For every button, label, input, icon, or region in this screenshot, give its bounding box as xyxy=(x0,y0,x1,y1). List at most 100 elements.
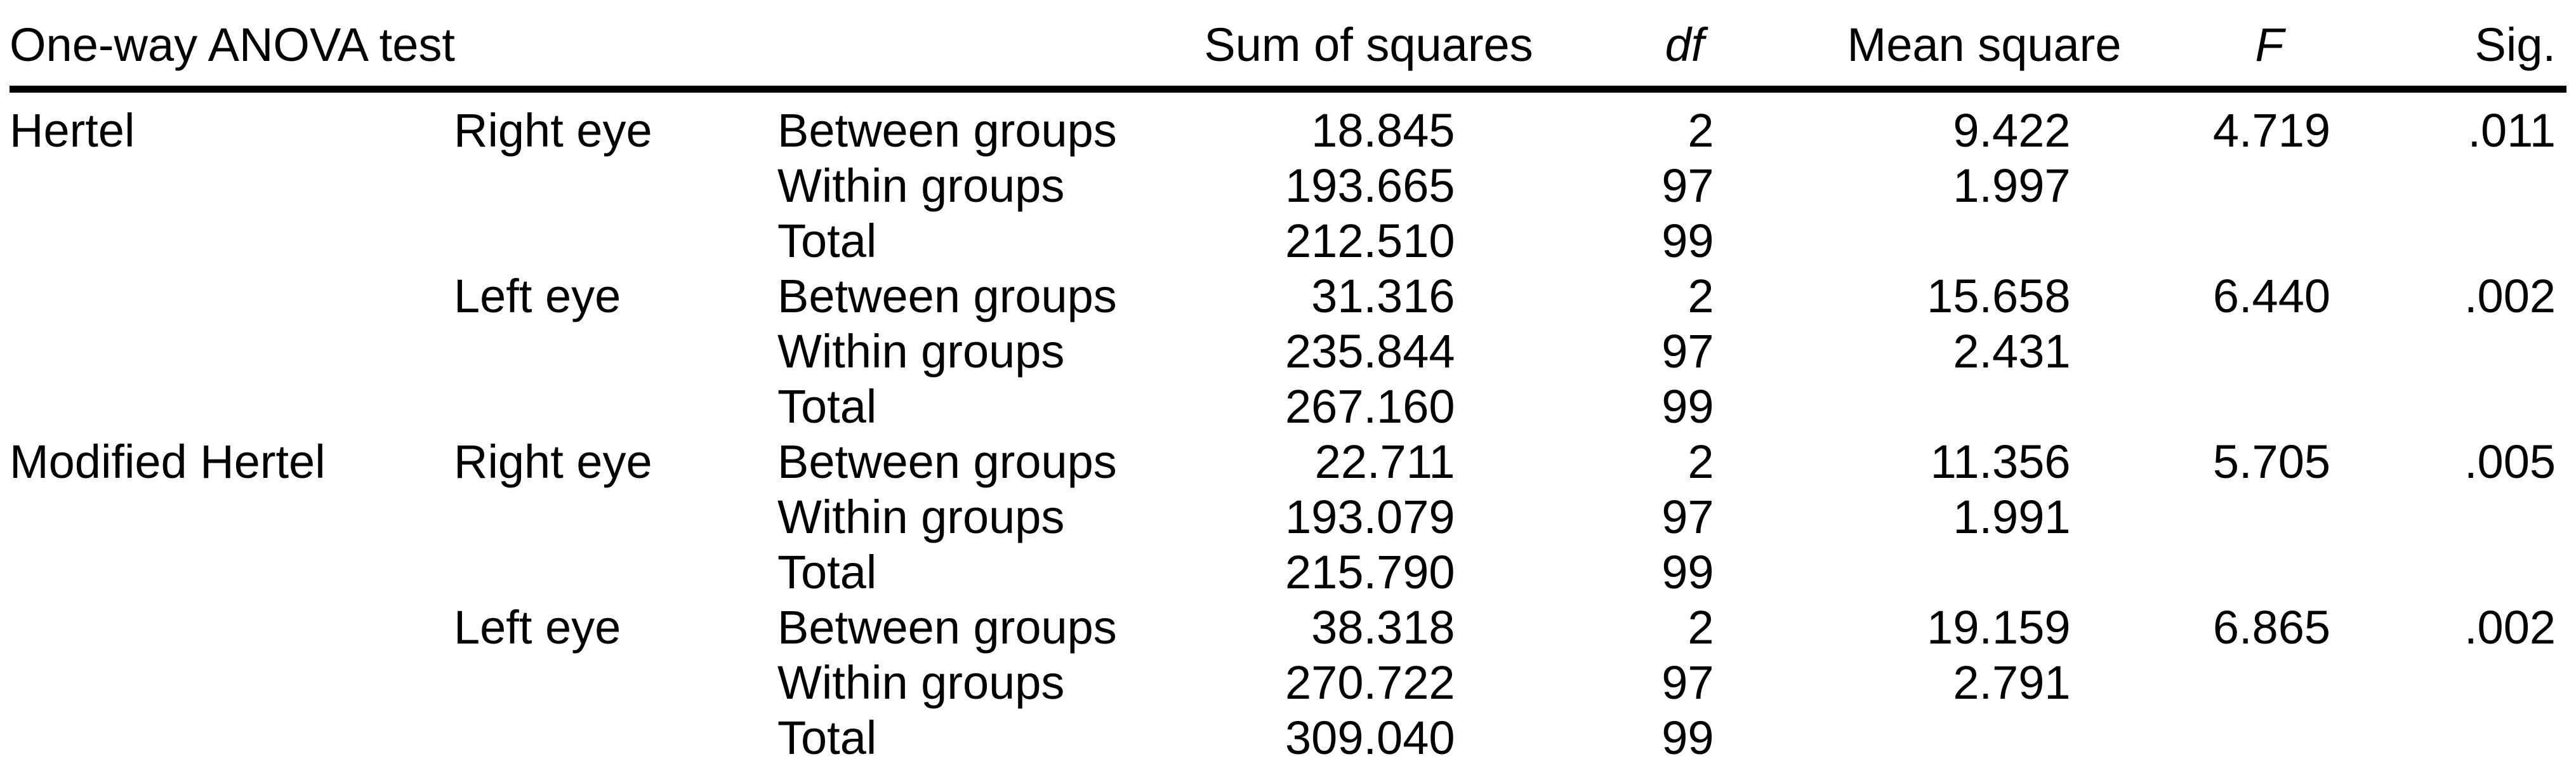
source-cell: Between groups xyxy=(777,270,1117,322)
sum-of-squares-value: 212.510 xyxy=(1203,213,1535,268)
factor-cell xyxy=(10,489,447,545)
f-value xyxy=(2134,710,2405,765)
mean-square-number: 11.356 xyxy=(1930,435,2071,488)
eye-cell: Left eye xyxy=(454,601,621,654)
table-row: Total 267.160 99 xyxy=(10,379,2566,434)
sig-value: .002 xyxy=(2464,601,2556,654)
eye-cell xyxy=(447,489,771,545)
sum-of-squares-value: 270.722 xyxy=(1203,655,1535,710)
sum-of-squares-value: 215.790 xyxy=(1203,545,1535,600)
source-cell: Between groups xyxy=(777,601,1117,654)
df-number: 99 xyxy=(1661,380,1714,433)
df-value: 2 xyxy=(1535,434,1835,489)
source-cell: Total xyxy=(777,546,877,598)
sig-value: .011 xyxy=(2467,104,2556,157)
mean-square-value: 2.431 xyxy=(1835,324,2134,379)
df-number: 2 xyxy=(1688,601,1714,654)
source-cell: Between groups xyxy=(777,104,1117,157)
f-value: 6.865 xyxy=(2134,600,2405,655)
table-row: Total 212.510 99 xyxy=(10,213,2566,268)
df-number: 99 xyxy=(1661,215,1714,267)
eye-cell: Left eye xyxy=(454,270,621,322)
sum-of-squares-value: 31.316 xyxy=(1203,268,1535,324)
table-row: Within groups 270.722 97 2.791 xyxy=(10,655,2566,710)
sig-value xyxy=(2405,545,2566,600)
f-value: 4.719 xyxy=(2134,89,2405,159)
f-value xyxy=(2134,213,2405,268)
df-number: 2 xyxy=(1688,435,1714,488)
sum-of-squares-value: 267.160 xyxy=(1203,379,1535,434)
col-header-sig: Sig. xyxy=(2405,1,2567,93)
source-cell: Between groups xyxy=(777,435,1117,488)
df-value: 97 xyxy=(1535,158,1835,213)
sig-value xyxy=(2405,213,2566,268)
sig-value xyxy=(2405,158,2566,213)
eye-cell xyxy=(447,158,771,213)
source-cell: Within groups xyxy=(777,325,1065,378)
sum-of-squares-number: 212.510 xyxy=(1285,215,1455,267)
source-cell: Total xyxy=(777,215,877,267)
sum-of-squares-value: 22.711 xyxy=(1203,434,1535,489)
factor-cell xyxy=(10,213,447,268)
mean-square-value: 19.159 xyxy=(1835,600,2134,655)
sum-of-squares-number: 235.844 xyxy=(1285,325,1455,378)
df-value: 97 xyxy=(1535,655,1835,710)
f-value xyxy=(2134,655,2405,710)
col-header-df: df xyxy=(1535,1,1835,93)
mean-square-value: 9.422 xyxy=(1835,89,2134,159)
factor-cell xyxy=(10,379,447,434)
df-number: 97 xyxy=(1661,159,1714,212)
source-cell: Within groups xyxy=(777,491,1065,543)
df-number: 2 xyxy=(1688,104,1714,157)
table-row: Within groups 193.665 97 1.997 xyxy=(10,158,2566,213)
factor-cell: Modified Hertel xyxy=(10,435,326,488)
f-number: 6.865 xyxy=(2212,601,2331,654)
sum-of-squares-value: 193.665 xyxy=(1203,158,1535,213)
mean-square-number: 15.658 xyxy=(1927,270,2071,322)
header-row: One-way ANOVA test Sum of squares df Mea… xyxy=(10,1,2567,93)
f-value xyxy=(2134,158,2405,213)
table-row: Modified Hertel Right eye Between groups… xyxy=(10,434,2566,489)
sum-of-squares-value: 309.040 xyxy=(1203,710,1535,765)
sig-value xyxy=(2405,379,2566,434)
mean-square-value xyxy=(1835,710,2134,765)
factor-cell xyxy=(10,158,447,213)
df-value: 2 xyxy=(1535,268,1835,324)
f-value xyxy=(2134,489,2405,545)
sum-of-squares-number: 38.318 xyxy=(1311,601,1455,654)
mean-square-value: 1.997 xyxy=(1835,158,2134,213)
factor-cell xyxy=(10,268,447,324)
df-number: 99 xyxy=(1661,711,1714,764)
sum-of-squares-number: 193.079 xyxy=(1285,491,1455,543)
mean-square-value xyxy=(1835,545,2134,600)
source-cell: Total xyxy=(777,711,877,764)
sig-value: .005 xyxy=(2464,435,2556,488)
mean-square-value xyxy=(1835,379,2134,434)
sum-of-squares-value: 18.845 xyxy=(1203,89,1535,159)
table-row: Left eye Between groups 31.316 2 15.658 … xyxy=(10,268,2566,324)
f-value xyxy=(2134,324,2405,379)
table-row: Hertel Right eye Between groups 18.845 2… xyxy=(10,89,2566,159)
f-number: 5.705 xyxy=(2212,435,2331,488)
factor-cell xyxy=(10,655,447,710)
f-value xyxy=(2134,379,2405,434)
mean-square-value: 11.356 xyxy=(1835,434,2134,489)
sig-value xyxy=(2405,655,2566,710)
sig-value: .002 xyxy=(2464,270,2556,322)
eye-cell xyxy=(447,213,771,268)
factor-cell xyxy=(10,710,447,765)
eye-cell xyxy=(447,379,771,434)
df-value: 99 xyxy=(1535,379,1835,434)
factor-cell xyxy=(10,545,447,600)
eye-cell xyxy=(447,545,771,600)
sum-of-squares-value: 38.318 xyxy=(1203,600,1535,655)
mean-square-value: 2.791 xyxy=(1835,655,2134,710)
df-value: 97 xyxy=(1535,489,1835,545)
df-number: 97 xyxy=(1661,325,1714,378)
sum-of-squares-value: 193.079 xyxy=(1203,489,1535,545)
table-row: Total 309.040 99 xyxy=(10,710,2566,765)
sig-value xyxy=(2405,489,2566,545)
sum-of-squares-number: 215.790 xyxy=(1285,546,1455,598)
eye-cell xyxy=(447,710,771,765)
source-cell: Within groups xyxy=(777,656,1065,709)
